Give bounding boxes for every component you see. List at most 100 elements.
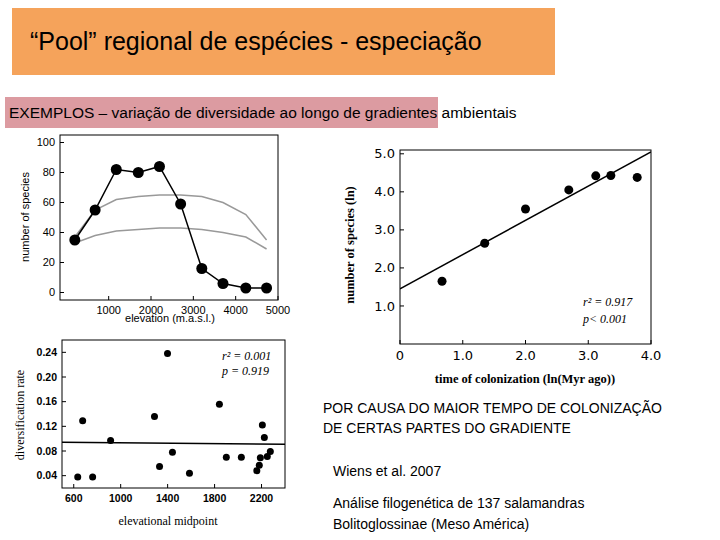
y-tick — [400, 153, 404, 154]
annotation: r² = 0.001 — [222, 349, 271, 363]
y-tick — [400, 191, 404, 192]
x-tick — [651, 340, 652, 344]
x-tick — [108, 296, 109, 300]
y-tick — [62, 377, 66, 378]
series-line — [75, 228, 267, 249]
data-point — [164, 350, 171, 357]
data-point — [223, 454, 230, 461]
y-tick-label: 0.12 — [37, 420, 58, 432]
x-tick — [588, 340, 589, 344]
x-tick-label: 0 — [396, 348, 404, 363]
data-point — [238, 454, 245, 461]
x-tick-label: 2.0 — [515, 348, 536, 363]
x-tick — [278, 296, 279, 300]
data-point — [69, 235, 80, 246]
data-point — [111, 164, 122, 175]
x-axis-label: elevation (m.a.s.l.) — [125, 312, 215, 324]
data-point — [633, 173, 642, 182]
x-tick — [120, 484, 121, 488]
data-point — [175, 199, 186, 210]
x-tick — [235, 296, 236, 300]
data-point — [267, 448, 274, 455]
y-tick-label: 5.0 — [374, 146, 395, 161]
data-point — [216, 401, 223, 408]
y-tick-label: 3.0 — [374, 222, 395, 237]
plot-frame — [400, 150, 651, 344]
x-tick-label: 1000 — [96, 304, 120, 316]
x-tick — [214, 484, 215, 488]
data-point — [90, 205, 101, 216]
study-line: Análise filogenética de 137 salamandras — [333, 493, 584, 513]
x-tick-label: 1800 — [203, 492, 227, 504]
slide-title: “Pool” regional de espécies - especiação — [12, 8, 555, 75]
x-tick-label: 4.0 — [641, 348, 662, 363]
y-axis-label: number of species — [19, 172, 31, 262]
data-point — [521, 204, 530, 213]
y-tick — [62, 475, 66, 476]
x-tick-label: 4000 — [223, 304, 247, 316]
annotation: p = 0.919 — [221, 364, 269, 378]
data-point — [133, 167, 144, 178]
data-point — [217, 278, 228, 289]
data-point — [186, 470, 193, 477]
data-point — [79, 417, 86, 424]
x-tick-label: 5000 — [266, 304, 290, 316]
x-tick-label: 2200 — [250, 492, 274, 504]
series-line — [400, 152, 651, 289]
data-group — [69, 161, 272, 294]
y-tick — [60, 292, 64, 293]
slide-subtitle: EXEMPLOS – variação de diversidade ao lo… — [5, 97, 438, 128]
y-tick-label: 100 — [37, 136, 55, 148]
x-tick — [462, 340, 463, 344]
plot-frame — [62, 340, 285, 488]
data-point — [256, 462, 263, 469]
y-tick-label: 1.0 — [374, 299, 395, 314]
data-point — [89, 473, 96, 480]
x-tick-label: 1000 — [109, 492, 133, 504]
data-point — [240, 283, 251, 294]
x-tick — [400, 340, 401, 344]
x-tick — [151, 296, 152, 300]
y-tick-label: 0.04 — [37, 469, 58, 481]
x-tick — [167, 484, 168, 488]
x-tick — [261, 484, 262, 488]
y-tick-label: 80 — [43, 166, 55, 178]
x-tick — [525, 340, 526, 344]
data-point — [156, 463, 163, 470]
data-point — [169, 449, 176, 456]
study-line: Bolitoglossinae (Meso América) — [333, 514, 529, 534]
x-axis-label: time of colonization (ln(Myr ago)) — [435, 372, 615, 386]
y-tick-label: 2.0 — [374, 260, 395, 275]
y-tick-label: 0.16 — [37, 395, 58, 407]
x-tick-label: 1400 — [156, 492, 180, 504]
x-axis-label: elevational midpoint — [119, 514, 219, 528]
y-tick — [62, 426, 66, 427]
y-tick — [60, 262, 64, 263]
y-tick — [400, 305, 404, 306]
y-tick-label: 60 — [43, 196, 55, 208]
y-tick — [62, 451, 66, 452]
y-tick — [62, 352, 66, 353]
y-tick-label: 0 — [49, 286, 55, 298]
caption-line: POR CAUSA DO MAIOR TEMPO DE COLONIZAÇÃO — [323, 398, 662, 418]
x-tick — [193, 296, 194, 300]
annotation: p< 0.001 — [582, 312, 627, 326]
x-tick-label: 600 — [65, 492, 83, 504]
x-tick — [73, 484, 74, 488]
data-group — [400, 152, 651, 289]
y-tick-label: 0.20 — [37, 371, 58, 383]
source-text: Wiens et al. 2007 — [333, 461, 441, 481]
y-tick-label: 20 — [43, 256, 55, 268]
data-point — [74, 473, 81, 480]
x-tick-label: 1.0 — [452, 348, 473, 363]
y-tick-label: 0.24 — [37, 346, 58, 358]
y-tick — [62, 401, 66, 402]
y-axis-label: diversification rate — [13, 370, 27, 460]
data-point — [564, 185, 573, 194]
data-point — [261, 283, 272, 294]
chart: 01.02.03.04.01.02.03.04.05.0time of colo… — [343, 146, 661, 386]
data-point — [196, 263, 207, 274]
y-axis-label: number of species (ln) — [343, 186, 357, 303]
y-tick — [400, 229, 404, 230]
annotation: r² = 0.917 — [583, 295, 633, 309]
